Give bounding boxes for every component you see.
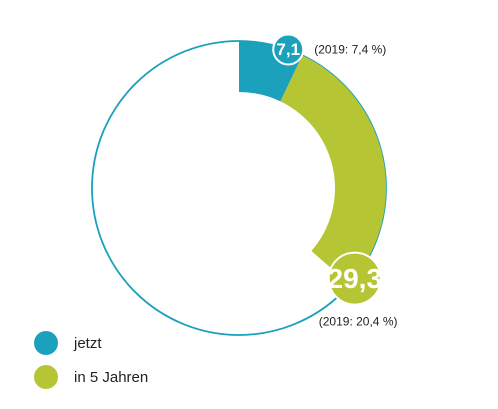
segment-in-5-jahren (280, 55, 386, 285)
legend-swatch-in-5-jahren (34, 365, 58, 389)
legend-label-in-5-jahren: in 5 Jahren (74, 368, 149, 386)
prior-label-jetzt: (2019: 7,4 %) (314, 42, 386, 56)
legend-item-in-5-jahren: in 5 Jahren (34, 360, 148, 394)
value-bubble-in-5-jahren: 29,3 (328, 251, 383, 306)
value-label-in-5-jahren: 29,3 (328, 263, 383, 294)
legend-swatch-jetzt (34, 331, 58, 355)
legend: jetzt in 5 Jahren (34, 326, 148, 394)
legend-label-jetzt: jetzt (74, 334, 102, 352)
legend-item-jetzt: jetzt (34, 326, 148, 360)
prior-label-in-5-jahren: (2019: 20,4 %) (319, 315, 398, 329)
value-bubble-jetzt: 7,1 (272, 33, 305, 66)
value-label-jetzt: 7,1 (276, 40, 300, 59)
